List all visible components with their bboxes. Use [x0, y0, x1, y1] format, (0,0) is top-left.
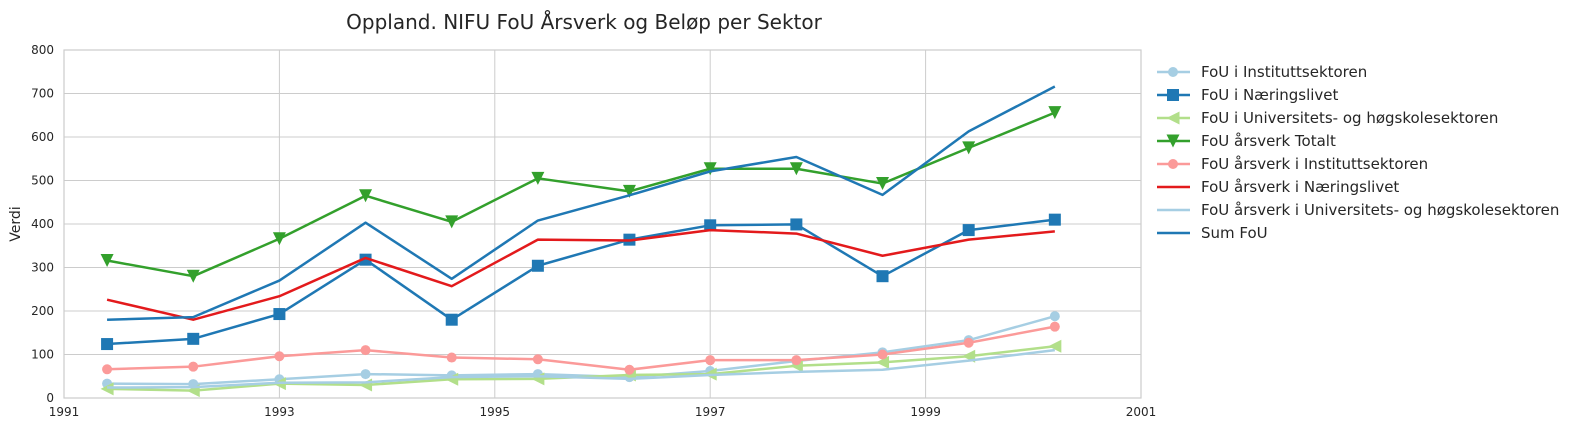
y-tick-label: 600: [31, 130, 54, 144]
y-tick-label: 500: [31, 174, 54, 188]
legend-label: FoU i Næringslivet: [1201, 86, 1339, 104]
data-point: [703, 162, 717, 176]
series-6: [106, 228, 1055, 321]
series-line: [107, 315, 1056, 386]
legend-marker: [1168, 159, 1178, 169]
x-tick-label: 1995: [480, 405, 511, 419]
series-group: [100, 85, 1062, 398]
data-point: [876, 270, 889, 283]
legend: FoU i Instituttsektoren FoU i Næringslive…: [1157, 63, 1559, 242]
data-point: [359, 378, 373, 392]
data-point: [445, 215, 459, 229]
chart-title: Oppland. NIFU FoU Årsverk og Beløp per S…: [346, 10, 822, 34]
data-point: [532, 354, 543, 365]
legend-item: FoU årsverk Totalt: [1157, 132, 1336, 150]
series-5: [102, 321, 1060, 375]
data-point: [1049, 321, 1060, 332]
data-point: [445, 313, 458, 326]
legend-item: FoU i Universitets- og høgskolesektoren: [1157, 109, 1498, 127]
x-tick-label: 1993: [264, 405, 295, 419]
data-point: [1048, 106, 1062, 120]
data-point: [186, 269, 200, 283]
series-line: [107, 85, 1056, 321]
legend-label: FoU årsverk i Universitets- og høgskoles…: [1201, 201, 1559, 219]
tick-labels: 0 100 200 300 400 500 600 700 800 1991 1993 1995 199…: [31, 43, 1156, 419]
legend-marker: [1168, 67, 1178, 77]
series-line: [107, 325, 1056, 371]
x-tick-label: 1991: [49, 405, 80, 419]
grid: [63, 49, 1142, 399]
series-7: [107, 348, 1055, 389]
data-point: [272, 232, 286, 246]
y-tick-label: 800: [31, 43, 54, 57]
y-tick-label: 400: [31, 217, 54, 231]
legend-label: FoU årsverk i Næringslivet: [1201, 178, 1399, 196]
x-tick-label: 2001: [1126, 405, 1157, 419]
legend-item: FoU årsverk i Universitets- og høgskoles…: [1157, 201, 1559, 219]
legend-label: FoU i Universitets- og høgskolesektoren: [1201, 109, 1498, 127]
legend-marker: [1167, 89, 1179, 101]
data-point: [188, 361, 199, 372]
legend-item: FoU årsverk i Instituttsektoren: [1157, 155, 1428, 173]
data-point: [1048, 339, 1062, 353]
data-point: [102, 364, 113, 375]
data-point: [187, 332, 200, 345]
data-point: [531, 259, 544, 272]
y-tick-label: 200: [31, 304, 54, 318]
legend-label: FoU i Instituttsektoren: [1201, 63, 1367, 81]
data-point: [877, 349, 888, 360]
data-point: [360, 369, 371, 380]
legend-item: Sum FoU: [1157, 224, 1268, 242]
y-tick-label: 0: [46, 391, 54, 405]
x-tick-label: 1999: [910, 405, 941, 419]
legend-item: FoU i Instituttsektoren: [1157, 63, 1367, 81]
legend-item: FoU årsverk i Næringslivet: [1157, 178, 1399, 196]
data-point: [624, 364, 635, 375]
data-point: [100, 254, 114, 268]
data-point: [962, 141, 976, 155]
data-point: [876, 177, 890, 191]
series-8: [107, 85, 1056, 321]
data-point: [876, 355, 890, 369]
data-point: [274, 351, 285, 362]
data-point: [705, 355, 716, 366]
data-point: [790, 218, 803, 231]
data-point: [273, 308, 286, 321]
legend-label: FoU årsverk i Instituttsektoren: [1201, 155, 1428, 173]
data-point: [791, 355, 802, 366]
plot-area: [63, 49, 1142, 399]
x-tick-label: 1997: [695, 405, 726, 419]
data-point: [622, 184, 636, 198]
series-line: [106, 228, 1055, 321]
data-point: [963, 337, 974, 348]
data-point: [446, 352, 457, 363]
legend-label: FoU årsverk Totalt: [1201, 132, 1336, 150]
legend-item: FoU i Næringslivet: [1157, 86, 1339, 104]
data-point: [962, 224, 975, 237]
y-tick-label: 700: [31, 87, 54, 101]
data-point: [789, 162, 803, 176]
series-line: [107, 348, 1055, 389]
y-axis-label: Verdi: [8, 206, 24, 241]
data-point: [359, 253, 372, 266]
data-point: [1048, 213, 1061, 226]
data-point: [1049, 311, 1060, 322]
y-tick-label: 300: [31, 261, 54, 275]
data-point: [100, 382, 114, 396]
series-line: [106, 111, 1056, 278]
data-point: [360, 345, 371, 356]
series-4: [100, 106, 1062, 283]
data-point: [359, 189, 373, 203]
data-point: [704, 219, 717, 232]
data-point: [531, 171, 545, 185]
series-2: [101, 213, 1061, 351]
data-point: [101, 338, 114, 351]
legend-marker: [1166, 111, 1180, 125]
legend-marker: [1166, 134, 1180, 148]
y-tick-label: 100: [31, 348, 54, 362]
legend-label: Sum FoU: [1201, 224, 1268, 242]
series-line: [107, 218, 1055, 346]
